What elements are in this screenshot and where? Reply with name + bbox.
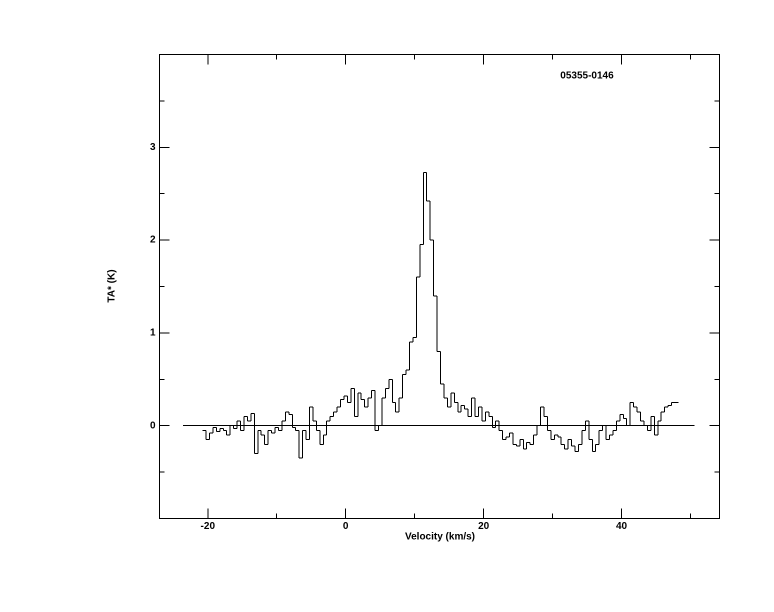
step-risers xyxy=(205,172,673,459)
y-tick-label: 1 xyxy=(150,328,156,339)
y-axis-label: TA* (K) xyxy=(107,269,118,302)
x-tick-label: -20 xyxy=(201,521,216,532)
y-tick-label: 0 xyxy=(150,420,156,431)
x-tick-label: 0 xyxy=(343,521,349,532)
x-tick-label: 40 xyxy=(616,521,628,532)
y-tick-label: 2 xyxy=(150,235,156,246)
chart-title: 05355-0146 xyxy=(560,71,614,82)
x-tick-label: 20 xyxy=(478,521,490,532)
x-axis-label: Velocity (km/s) xyxy=(405,532,475,543)
plot-frame xyxy=(159,54,720,519)
y-tick-label: 3 xyxy=(150,142,156,153)
